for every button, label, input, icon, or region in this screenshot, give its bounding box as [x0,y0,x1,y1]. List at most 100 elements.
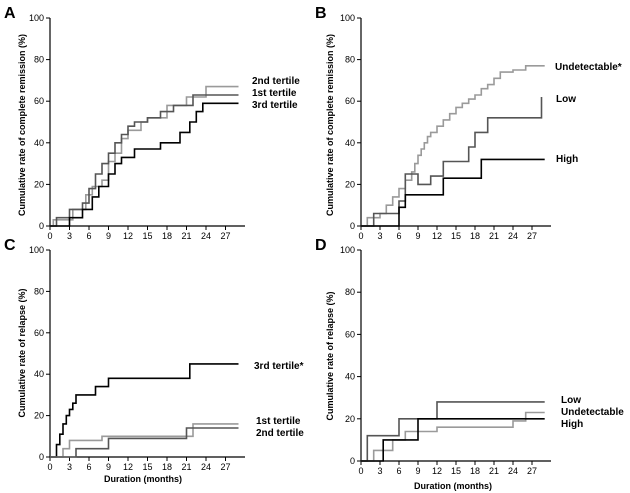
x-tick-label-c-7: 21 [181,462,191,472]
y-tick-label-c-2: 40 [34,369,44,379]
x-tick-label-b-4: 12 [432,231,442,241]
x-tick-label-b-8: 24 [508,231,518,241]
x-tick-label-d-1: 3 [377,466,382,476]
series-label-d-0: Low [561,395,581,406]
panel-a-remission-by-tertile: A Cumulative rate of complete remission … [4,5,300,241]
panel-b-remission-by-level: B Cumulative rate of complete remission … [315,5,622,241]
x-tick-label-d-2: 6 [396,466,401,476]
x-axis-title-c: Duration (months) [104,474,182,484]
series-label-a-2: 3rd tertile [252,100,298,111]
x-tick-label-a-7: 21 [181,231,191,241]
x-tick-label-d-7: 21 [489,466,499,476]
y-tick-label-a-5: 100 [29,13,44,23]
series-label-b-1: Low [556,94,576,105]
y-tick-label-d-1: 20 [345,414,355,424]
y-tick-label-d-4: 80 [345,287,355,297]
series-line-a-1 [50,94,239,227]
x-tick-label-a-4: 12 [123,231,133,241]
y-tick-label-a-4: 80 [34,55,44,65]
series-label-c-1: 1st tertile [256,416,301,427]
series-line-c-0 [50,363,239,458]
y-tick-label-c-5: 100 [29,245,44,255]
series-line-a-2 [50,102,239,227]
x-tick-label-d-5: 15 [451,466,461,476]
panel-d-relapse-by-level: D Cumulative rate of relapse (%) Duratio… [315,237,624,491]
x-tick-label-d-4: 12 [432,466,442,476]
y-tick-label-c-4: 80 [34,286,44,296]
series-label-b-2: High [556,154,578,165]
x-tick-label-c-6: 18 [162,462,172,472]
x-tick-label-d-3: 9 [415,466,420,476]
y-axis-title-d: Cumulative rate of relapse (%) [325,291,335,420]
y-tick-label-c-3: 60 [34,328,44,338]
x-tick-label-b-3: 9 [415,231,420,241]
series-label-d-2: High [561,419,583,430]
x-tick-label-a-9: 27 [220,231,230,241]
x-tick-label-a-8: 24 [201,231,211,241]
x-tick-label-c-1: 3 [67,462,72,472]
panel-letter-a: A [4,5,16,22]
y-tick-label-d-5: 100 [340,245,355,255]
x-tick-label-d-0: 0 [358,466,363,476]
y-tick-label-b-2: 40 [345,138,355,148]
y-tick-label-c-0: 0 [39,452,44,462]
x-axis-title-d: Duration (months) [414,481,492,491]
y-tick-label-b-1: 20 [345,179,355,189]
series-line-d-0 [361,401,545,462]
series-label-c-0: 3rd tertile* [254,361,304,372]
series-label-a-0: 2nd tertile [252,76,300,87]
x-tick-label-c-0: 0 [47,462,52,472]
y-tick-label-b-5: 100 [340,13,355,23]
y-tick-label-c-1: 20 [34,411,44,421]
x-tick-label-c-9: 27 [220,462,230,472]
panel-letter-c: C [4,237,16,254]
y-axis-title-c: Cumulative rate of relapse (%) [17,288,27,417]
x-tick-label-a-2: 6 [86,231,91,241]
y-axis-title-a: Cumulative rate of complete remission (%… [17,34,27,216]
y-tick-label-d-3: 60 [345,329,355,339]
x-tick-label-b-2: 6 [396,231,401,241]
y-tick-label-a-1: 20 [34,179,44,189]
series-label-d-1: Undetectable [561,407,624,418]
y-tick-label-d-0: 0 [350,456,355,466]
x-tick-label-d-6: 18 [470,466,480,476]
series-label-a-1: 1st tertile [252,88,297,99]
x-tick-label-a-1: 3 [67,231,72,241]
y-tick-label-d-2: 40 [345,372,355,382]
x-tick-label-d-9: 27 [527,466,537,476]
x-tick-label-b-1: 3 [377,231,382,241]
series-line-b-2 [361,158,545,227]
x-tick-label-c-8: 24 [201,462,211,472]
series-label-b-0: Undetectable* [555,62,622,73]
x-tick-label-c-5: 15 [142,462,152,472]
x-tick-label-b-0: 0 [358,231,363,241]
y-tick-label-a-3: 60 [34,96,44,106]
series-line-b-1 [361,97,543,227]
y-tick-label-b-4: 80 [345,55,355,65]
x-tick-label-d-8: 24 [508,466,518,476]
x-tick-label-c-4: 12 [123,462,133,472]
x-tick-label-b-5: 15 [451,231,461,241]
series-line-c-2 [50,427,239,458]
y-tick-label-a-0: 0 [39,221,44,231]
y-tick-label-a-2: 40 [34,138,44,148]
x-tick-label-a-6: 18 [162,231,172,241]
series-label-c-2: 2nd tertile [256,428,304,439]
panel-c-relapse-by-tertile: C Cumulative rate of relapse (%) Duratio… [4,237,304,484]
series-line-c-1 [50,423,239,458]
x-tick-label-c-2: 6 [86,462,91,472]
x-tick-label-b-7: 21 [489,231,499,241]
x-tick-label-a-3: 9 [106,231,111,241]
series-line-a-0 [50,85,239,227]
y-axis-title-b: Cumulative rate of complete remission (%… [325,34,335,216]
x-tick-label-a-0: 0 [47,231,52,241]
panel-letter-b: B [315,5,327,22]
series-line-d-2 [361,418,545,462]
panel-letter-d: D [315,237,327,254]
x-tick-label-b-6: 18 [470,231,480,241]
x-tick-label-b-9: 27 [527,231,537,241]
series-line-d-1 [361,411,545,462]
series-line-b-0 [361,65,545,227]
y-tick-label-b-0: 0 [350,221,355,231]
